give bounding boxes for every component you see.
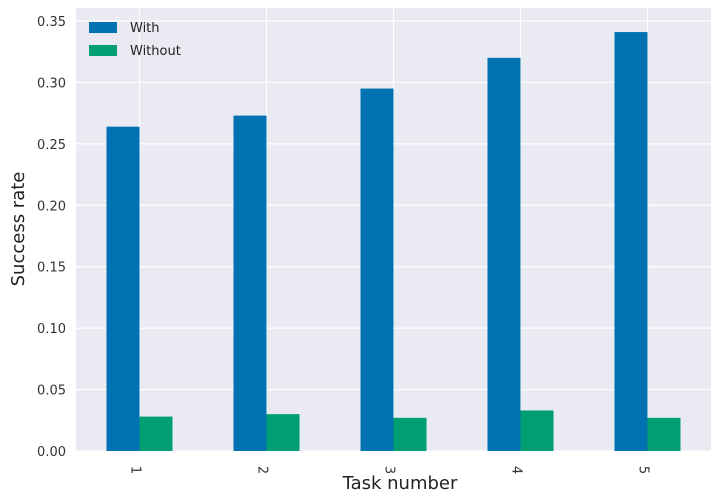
y-tick-label: 0.10 [37, 322, 66, 337]
legend-label-with: With [130, 21, 160, 36]
bar-without-task-3 [393, 417, 427, 451]
y-tick-label: 0.05 [37, 384, 66, 399]
x-tick-labels: 1 2 3 4 5 [128, 466, 651, 474]
bar-without-task-1 [139, 416, 173, 451]
legend: With Without [89, 21, 181, 59]
y-tick-label: 0.35 [37, 15, 66, 30]
x-axis-label: Task number [342, 473, 458, 491]
legend-swatch-without [89, 45, 117, 56]
y-tick-label: 0.25 [37, 138, 66, 153]
bar-with-task-3 [360, 88, 394, 452]
x-tick-label: 1 [128, 466, 143, 474]
y-tick-labels: 0.00 0.05 0.10 0.15 0.20 0.25 0.30 0.35 [37, 15, 66, 460]
y-tick-label: 0.15 [37, 261, 66, 276]
bar-with-task-1 [106, 126, 140, 452]
y-tick-label: 0.00 [37, 445, 66, 460]
bar-with-task-5 [614, 32, 648, 452]
bar-with-task-2 [233, 115, 267, 451]
y-axis-label: Success rate [8, 172, 29, 287]
bar-without-task-4 [520, 410, 554, 451]
x-tick-label: 3 [382, 466, 397, 474]
legend-label-without: Without [130, 44, 181, 59]
y-tick-label: 0.30 [37, 76, 66, 91]
x-tick-label: 2 [255, 466, 270, 474]
x-tick-label: 5 [636, 466, 651, 474]
bar-without-task-2 [266, 414, 300, 451]
x-tick-label: 4 [509, 466, 524, 474]
legend-swatch-with [89, 22, 117, 33]
y-tick-label: 0.20 [37, 199, 66, 214]
bars [106, 32, 681, 452]
bar-without-task-5 [647, 417, 681, 451]
bar-with-task-4 [487, 57, 521, 451]
